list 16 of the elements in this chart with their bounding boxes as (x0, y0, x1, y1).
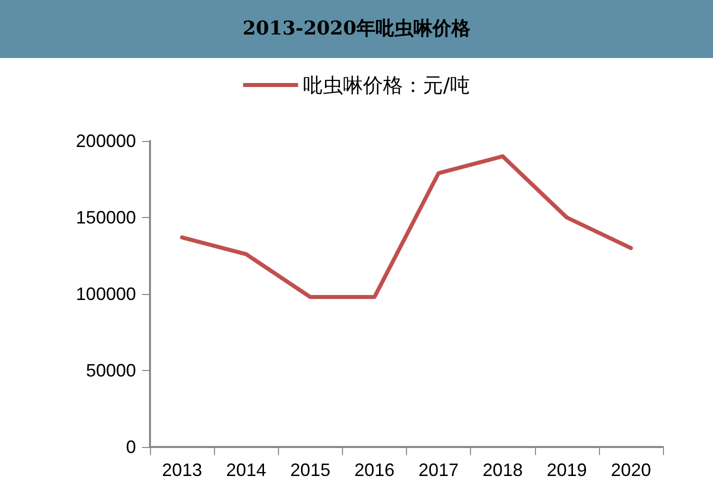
x-tick-label: 2015 (290, 460, 330, 480)
y-tick-label: 150000 (76, 208, 136, 228)
y-tick-label: 200000 (76, 131, 136, 151)
x-tick-label: 2013 (162, 460, 202, 480)
x-tick-label: 2019 (546, 460, 587, 480)
y-tick-label: 50000 (86, 360, 136, 380)
x-tick-label: 2014 (226, 460, 266, 480)
legend-label: 吡虫啉价格：元/吨 (303, 73, 470, 97)
x-tick-label: 2016 (354, 460, 394, 480)
y-tick-label: 100000 (76, 284, 136, 304)
chart-title: 2013-2020年吡虫啉价格 (242, 18, 472, 40)
x-tick-label: 2018 (482, 460, 523, 480)
y-tick-label: 0 (126, 437, 136, 457)
x-tick-label: 2017 (418, 460, 459, 480)
x-tick-label: 2020 (610, 460, 651, 480)
line-series (180, 154, 633, 300)
